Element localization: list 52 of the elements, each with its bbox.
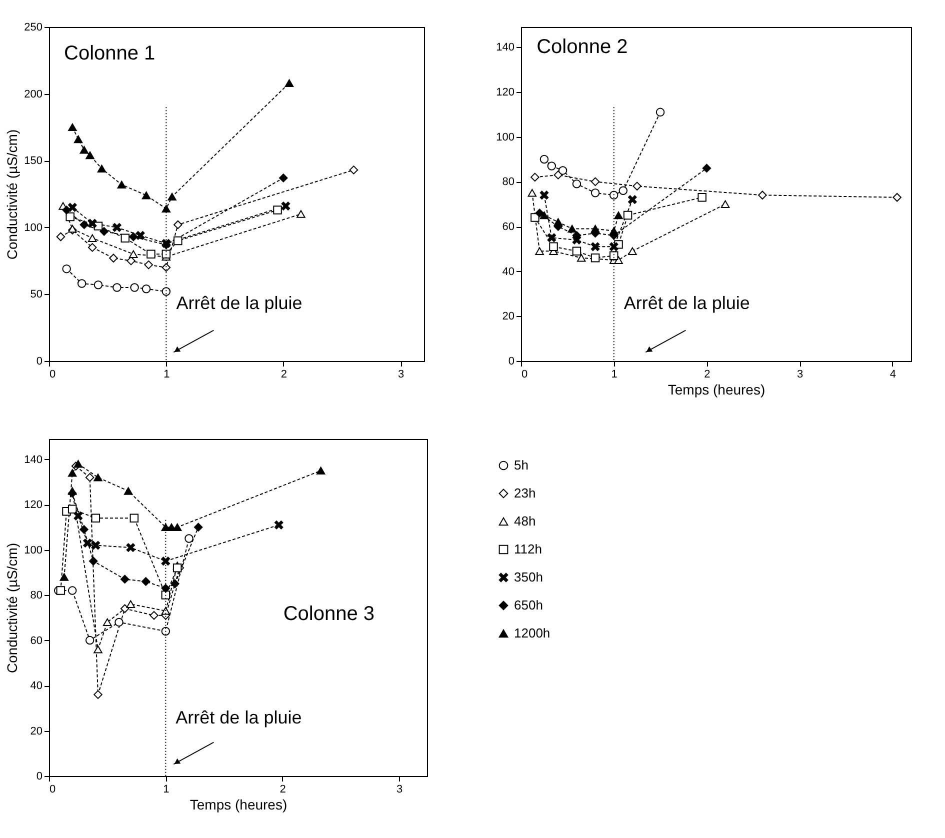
y-tick-label: 120 <box>496 86 514 99</box>
y-tick-label: 120 <box>24 499 42 512</box>
y-axis-title: Conductivité (µS/cm) <box>4 129 20 260</box>
y-tick-label: 150 <box>24 155 42 168</box>
legend-label: 5h <box>514 458 528 472</box>
y-tick-label: 40 <box>30 680 42 692</box>
x-tick-label: 3 <box>797 368 804 380</box>
x-axis-title: Temps (heures) <box>190 796 288 812</box>
y-tick-label: 60 <box>502 221 514 234</box>
ref-line-label: Arrêt de la pluie <box>624 293 750 314</box>
y-tick-label: 250 <box>24 22 42 34</box>
legend-label: 650h <box>514 598 543 612</box>
y-tick-label: 80 <box>502 176 514 188</box>
y-tick-label: 0 <box>36 770 42 782</box>
y-tick-label: 60 <box>30 634 42 647</box>
y-axis-title: Conductivité (µS/cm) <box>4 542 20 674</box>
legend-label: 112h <box>514 542 542 556</box>
legend-label: 48h <box>514 514 536 528</box>
y-tick-label: 20 <box>30 725 42 738</box>
y-tick-label: 140 <box>24 454 42 466</box>
x-tick-label: 0 <box>522 368 528 380</box>
y-tick-label: 100 <box>496 131 514 144</box>
x-tick-label: 0 <box>50 368 56 380</box>
y-tick-label: 140 <box>496 42 514 54</box>
x-tick-label: 4 <box>890 368 896 380</box>
y-tick-label: 100 <box>24 222 42 234</box>
x-tick-label: 2 <box>280 784 286 796</box>
ref-line-label: Arrêt de la pluie <box>176 293 302 314</box>
chart-title: Colonne 2 <box>536 36 628 58</box>
legend-label: 350h <box>514 570 543 584</box>
legend-label: 23h <box>514 486 536 500</box>
x-tick-label: 1 <box>163 784 170 796</box>
x-axis-title: Temps (heures) <box>668 382 766 398</box>
x-tick-label: 0 <box>50 784 56 796</box>
y-tick-label: 0 <box>36 356 42 368</box>
y-tick-label: 20 <box>502 310 514 323</box>
y-tick-label: 100 <box>24 544 42 556</box>
x-tick-label: 2 <box>704 368 710 380</box>
x-tick-label: 1 <box>164 368 170 380</box>
legend-label: 1200h <box>514 626 550 640</box>
x-tick-label: 1 <box>611 368 618 380</box>
text: Colonne 1 <box>64 42 156 65</box>
x-tick-label: 3 <box>396 784 403 796</box>
y-tick-label: 200 <box>24 88 42 100</box>
y-tick-label: 40 <box>502 266 514 278</box>
y-tick-label: 0 <box>508 356 514 368</box>
y-tick-label: 80 <box>30 590 42 602</box>
text: Colonne 3 <box>283 603 375 626</box>
y-tick-label: 50 <box>30 288 42 301</box>
ref-line-label: Arrêt de la pluie <box>176 708 302 728</box>
x-tick-label: 2 <box>280 368 287 380</box>
x-tick-label: 3 <box>398 368 404 380</box>
